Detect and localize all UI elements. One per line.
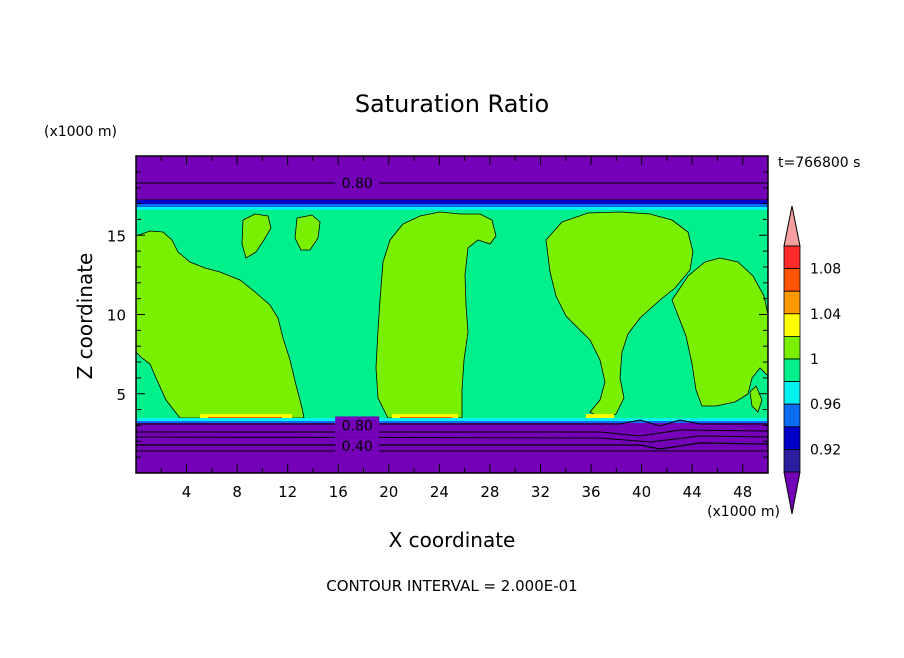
supersaturated-region-5 <box>545 211 694 419</box>
x-tick-label: 32 <box>531 483 550 501</box>
x-axis-label: X coordinate <box>389 528 516 552</box>
x-tick-label: 28 <box>480 483 499 501</box>
x-unit-label: (x1000 m) <box>707 504 780 520</box>
y-unit-label: (x1000 m) <box>44 124 117 140</box>
x-tick-label: 4 <box>182 483 192 501</box>
plot-area <box>136 156 768 473</box>
time-label: t=766800 s <box>778 155 860 171</box>
colorbar-swatch <box>783 426 801 450</box>
warm-spot-1 <box>200 414 292 418</box>
supersaturated-region-3 <box>294 214 321 251</box>
lower-transition-band-2 <box>136 421 768 423</box>
supersaturated-region-2 <box>241 213 272 259</box>
chart-title: Saturation Ratio <box>355 90 549 118</box>
x-tick-label: 24 <box>430 483 449 501</box>
contour-label: 0.80 <box>342 418 373 434</box>
supersaturated-region-6 <box>671 257 768 407</box>
contour-label: 0.40 <box>342 439 373 455</box>
colorbar-label: 1.08 <box>810 262 841 278</box>
supersaturated-region-4 <box>375 211 497 419</box>
upper-transition-band-1 <box>136 200 768 204</box>
x-tick-label: 40 <box>632 483 651 501</box>
y-axis-ticks: 5 10 15 <box>107 171 768 458</box>
contour-line-lower-2 <box>136 429 768 437</box>
lower-dry-band <box>136 423 768 473</box>
y-tick-label: 5 <box>116 386 126 404</box>
colorbar-label: 0.96 <box>810 397 841 413</box>
contour-line-lower-4 <box>136 442 768 450</box>
contour-label: 0.80 <box>342 176 373 192</box>
warm-spot-3 <box>392 414 458 418</box>
x-tick-label: 36 <box>581 483 600 501</box>
x-axis-ticks: 4 8 12 16 20 24 28 32 36 40 44 48 <box>160 156 752 501</box>
colorbar-label: 0.92 <box>810 442 841 458</box>
supersaturated-region-1 <box>136 230 305 419</box>
contour-label-background <box>335 173 380 190</box>
colorbar: 0.92 0.96 1 1.04 1.08 <box>783 205 841 515</box>
colorbar-underflow-triangle <box>783 471 801 515</box>
colorbar-swatch <box>783 268 801 292</box>
y-axis-label: Z coordinate <box>73 253 97 380</box>
lower-transition-band-1 <box>136 418 768 421</box>
colorbar-swatch <box>783 403 801 428</box>
x-tick-label: 20 <box>379 483 398 501</box>
supersaturated-region-7 <box>749 385 763 413</box>
upper-transition-band-2 <box>136 204 768 207</box>
colorbar-swatch <box>783 290 801 315</box>
x-tick-label: 44 <box>683 483 702 501</box>
x-tick-label: 8 <box>232 483 242 501</box>
colorbar-label: 1.04 <box>810 307 841 323</box>
contour-labels: 0.80 0.80 0.40 <box>335 173 380 455</box>
colorbar-swatch <box>783 245 801 270</box>
colorbar-swatch <box>783 358 801 383</box>
upper-dry-band <box>136 156 768 206</box>
colorbar-swatch <box>783 448 801 473</box>
x-tick-label: 16 <box>329 483 348 501</box>
y-tick-label: 10 <box>107 307 126 325</box>
colorbar-overflow-triangle <box>783 205 801 247</box>
colorbar-swatch <box>783 313 801 337</box>
colorbar-swatch <box>783 335 801 360</box>
contour-line-lower-3 <box>136 435 768 443</box>
y-tick-label: 15 <box>107 227 126 245</box>
colorbar-label: 1 <box>810 352 819 368</box>
contour-label-background <box>335 416 380 433</box>
contour-interval-footer: CONTOUR INTERVAL = 2.000E-01 <box>326 577 577 595</box>
contour-line-lower-1 <box>136 419 768 427</box>
contour-label-background <box>335 437 380 454</box>
x-tick-label: 12 <box>278 483 297 501</box>
warm-spot-5 <box>586 414 614 418</box>
colorbar-swatch <box>783 381 801 405</box>
x-tick-label: 48 <box>733 483 752 501</box>
upper-transition-band-3 <box>136 207 768 210</box>
